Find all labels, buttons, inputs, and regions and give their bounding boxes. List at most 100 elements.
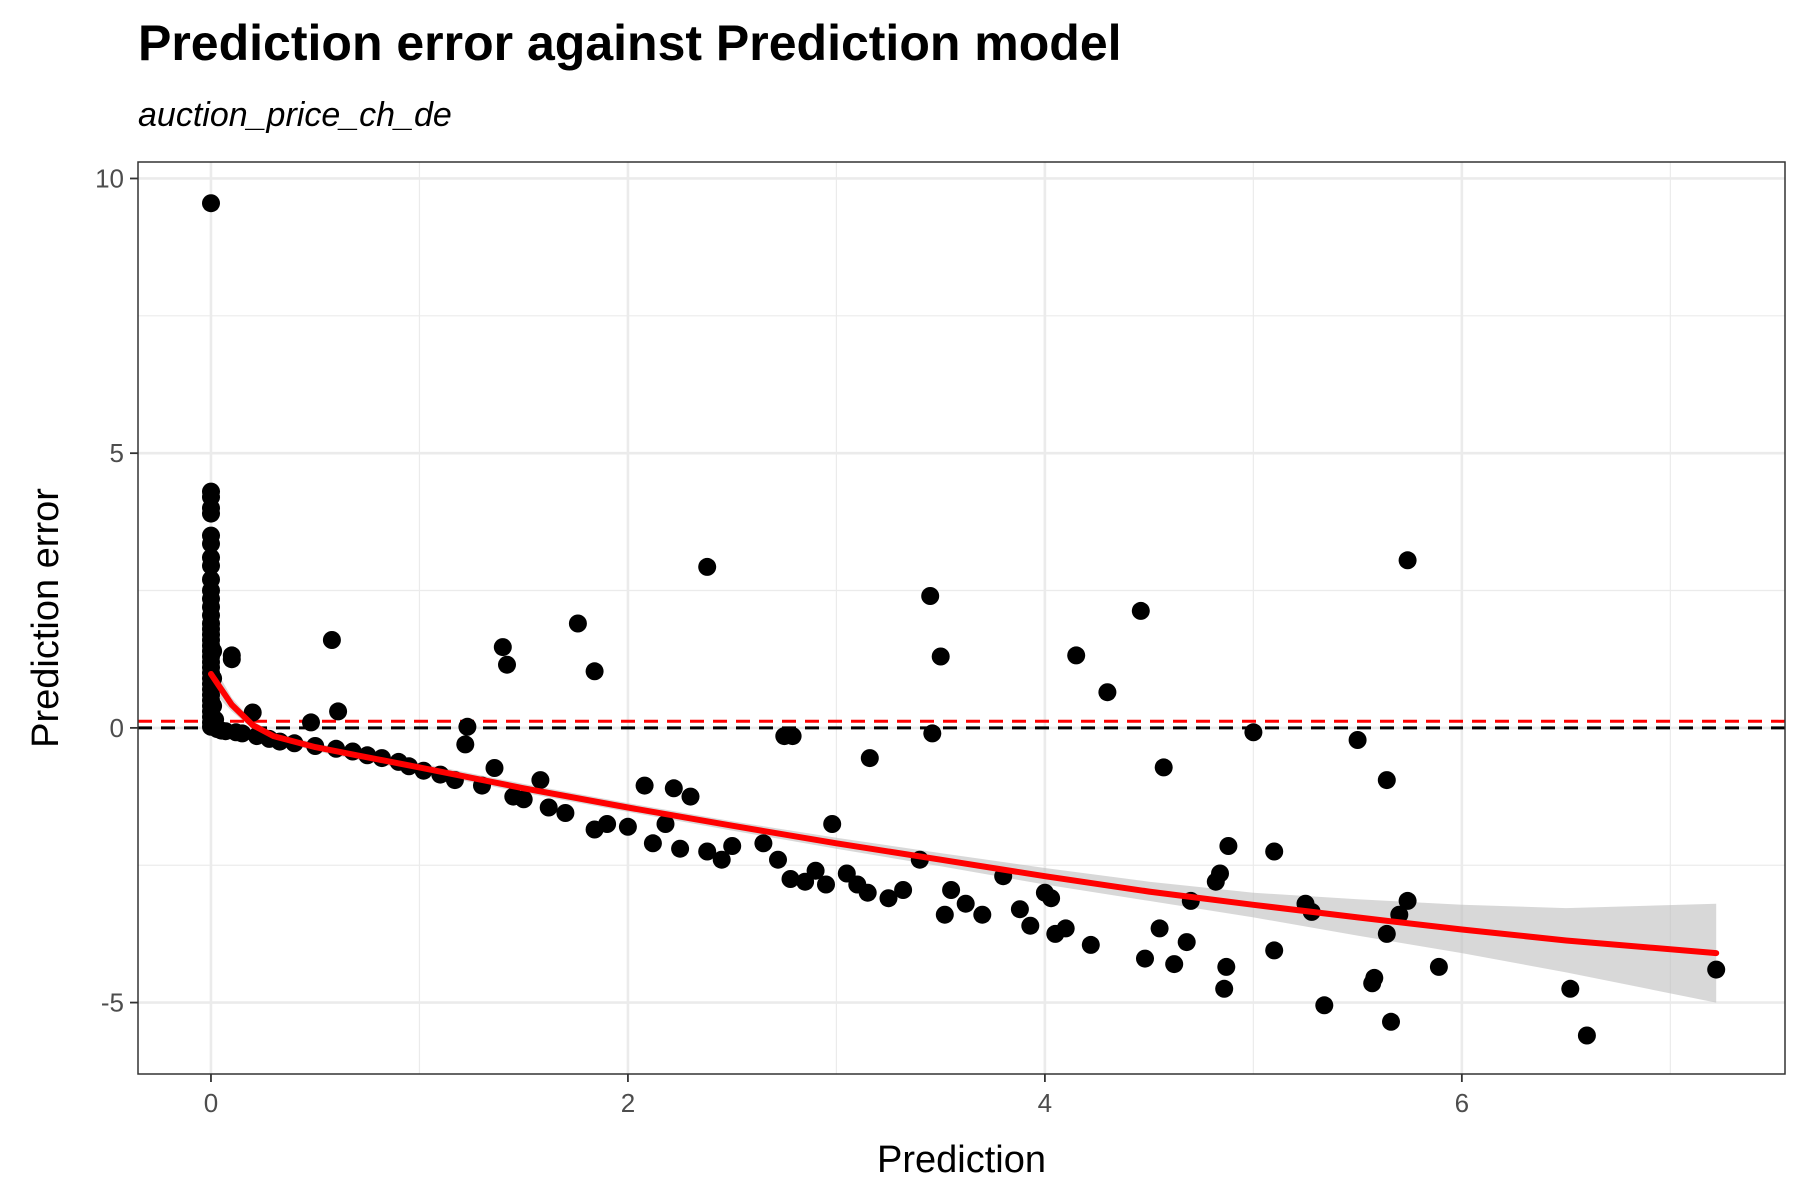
data-point (1215, 979, 1234, 998)
x-tick-label: 2 (621, 1088, 635, 1118)
data-point (664, 779, 683, 798)
axes: 0 2 4 6 -5 0 5 10 (95, 163, 1469, 1118)
data-point (202, 194, 220, 213)
data-point (202, 534, 220, 553)
data-point (202, 556, 220, 575)
data-point (1382, 1012, 1400, 1031)
data-point (1042, 889, 1061, 908)
data-point (1577, 1026, 1596, 1045)
data-point (806, 861, 825, 880)
y-tick-label: -5 (101, 988, 124, 1018)
data-point (712, 850, 731, 869)
data-point (698, 842, 717, 861)
panel-border (137, 161, 1786, 1075)
data-point (817, 875, 835, 894)
x-axis-title: Prediction (877, 1139, 1046, 1181)
data-point (681, 787, 700, 806)
data-point (1707, 960, 1726, 979)
data-point (568, 614, 587, 633)
x-tick-label: 6 (1455, 1088, 1469, 1118)
data-point (879, 889, 898, 908)
confidence-band (211, 662, 1717, 1003)
data-point (923, 724, 942, 743)
data-point (1154, 758, 1173, 777)
data-point (204, 642, 223, 660)
data-point (556, 804, 575, 822)
data-point (931, 647, 950, 666)
data-point (1098, 683, 1117, 702)
data-point (456, 735, 475, 754)
data-point (698, 557, 717, 576)
data-point (1429, 957, 1448, 976)
data-point (1010, 900, 1029, 919)
smooth-line (208, 671, 1720, 957)
data-point (493, 638, 512, 657)
data-point (1265, 941, 1284, 960)
data-point (656, 815, 675, 833)
data-point (671, 839, 690, 858)
data-point (643, 834, 662, 853)
data-point (598, 815, 617, 833)
data-point (329, 702, 348, 721)
data-point (458, 717, 477, 736)
data-point (1136, 949, 1154, 968)
data-point (1377, 771, 1396, 790)
data-point (860, 749, 879, 768)
data-point (222, 650, 241, 669)
data-point (539, 798, 558, 817)
data-point (1056, 919, 1075, 938)
data-point (202, 504, 220, 523)
data-point (618, 817, 637, 836)
data-point (942, 881, 961, 899)
y-axis-title: Prediction error (25, 488, 67, 748)
data-point (1177, 933, 1196, 952)
data-point (1377, 924, 1396, 943)
data-point (858, 883, 877, 902)
data-point (1398, 551, 1417, 570)
data-point (1398, 891, 1417, 910)
data-point (781, 870, 800, 888)
chart-title: Prediction error against Prediction mode… (138, 15, 1122, 71)
data-point (1165, 955, 1184, 974)
data-point (485, 759, 504, 777)
data-point (1217, 957, 1236, 976)
data-point (723, 837, 742, 855)
chart-subtitle: auction_price_ch_de (138, 96, 452, 134)
x-tick-label: 4 (1038, 1088, 1052, 1118)
y-tick-label: 0 (110, 713, 124, 743)
data-point (1348, 731, 1367, 749)
data-point (1315, 996, 1334, 1015)
data-point (769, 850, 787, 869)
data-point (204, 696, 223, 715)
data-point (1081, 935, 1100, 954)
data-point (302, 713, 320, 732)
data-point (754, 834, 773, 853)
y-tick-label: 10 (95, 163, 124, 193)
data-point (585, 662, 604, 681)
data-point (823, 815, 842, 833)
data-point (783, 727, 802, 746)
data-point (1265, 842, 1284, 861)
data-point (973, 905, 992, 924)
smooth-line-layer (208, 671, 1720, 957)
data-point (635, 776, 654, 795)
data-point (498, 655, 516, 674)
data-point (531, 771, 550, 790)
x-tick-label: 0 (204, 1088, 218, 1118)
data-point (921, 587, 940, 605)
data-point (956, 894, 975, 913)
data-point (233, 724, 252, 743)
data-point (1219, 837, 1238, 855)
data-point (1211, 864, 1229, 883)
data-point (935, 905, 954, 924)
data-point (1365, 968, 1384, 987)
confidence-band-layer (211, 662, 1717, 1003)
data-point (1021, 916, 1040, 935)
data-point (322, 631, 341, 649)
data-point (1067, 646, 1086, 665)
data-point (1131, 601, 1150, 620)
y-tick-label: 5 (110, 438, 124, 468)
data-point (514, 790, 533, 809)
data-point (1244, 723, 1263, 742)
data-point (1561, 979, 1580, 998)
